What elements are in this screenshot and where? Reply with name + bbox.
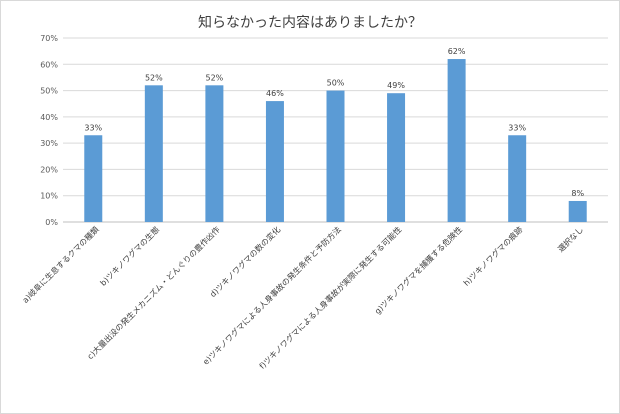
bar — [84, 135, 103, 222]
x-tick-label: b)ツキノワグマの生態 — [98, 224, 161, 287]
data-label: 46% — [266, 89, 284, 98]
y-tick-label: 30% — [40, 139, 58, 148]
bar — [387, 93, 406, 222]
data-label: 49% — [387, 81, 405, 90]
data-label: 52% — [145, 73, 163, 82]
bar — [568, 200, 587, 222]
y-tick-label: 10% — [40, 192, 58, 201]
data-label: 33% — [508, 123, 526, 132]
x-tick-label: h)ツキノワグマの痕跡 — [461, 224, 524, 287]
chart-title: 知らなかった内容はありましたか？ — [198, 15, 422, 31]
data-label: 8% — [571, 189, 584, 198]
data-label: 50% — [327, 79, 345, 88]
x-tick-label: e)ツキノワグマによる人身事故の発生条件と予防方法 — [201, 224, 343, 366]
bar — [508, 135, 527, 222]
x-tick-label: f)ツキノワグマによる人身事故が実際に発生する可能性 — [257, 224, 403, 370]
x-tick-label: 選択なし — [555, 224, 585, 254]
y-tick-label: 20% — [40, 165, 58, 174]
data-label: 33% — [84, 123, 102, 132]
y-tick-label: 40% — [40, 113, 58, 122]
x-tick-label: c)大量出没の発生メカニズム・どんぐりの豊作凶作 — [85, 224, 222, 361]
y-tick-label: 50% — [40, 87, 58, 96]
bar — [144, 85, 163, 222]
x-tick-label: a)岐阜に生息するクマの種類 — [20, 224, 101, 305]
bar — [447, 59, 466, 223]
bar — [265, 101, 284, 222]
bar — [205, 85, 224, 222]
y-tick-label: 0% — [45, 218, 58, 227]
y-tick-label: 70% — [40, 34, 58, 43]
data-label: 52% — [205, 73, 223, 82]
bar — [326, 90, 345, 222]
data-label: 62% — [448, 47, 466, 56]
y-tick-label: 60% — [40, 60, 58, 69]
x-tick-label: d)ツキノワグマの数の変化 — [208, 224, 283, 299]
